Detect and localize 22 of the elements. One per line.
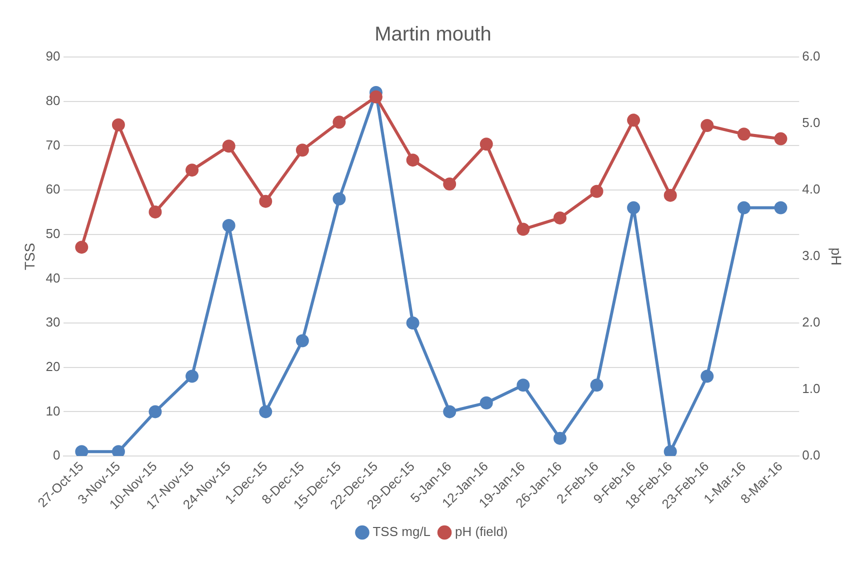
y2-tick-label: 3.0 [802, 248, 820, 264]
legend-label: TSS mg/L [372, 524, 431, 540]
y2-tick-label: 2.0 [802, 314, 820, 330]
y2-axis-title: pH [828, 248, 845, 266]
y2-tick-label: 0.0 [802, 448, 820, 463]
y2-tick-label: 4.0 [802, 182, 820, 197]
y-tick-label: 50 [46, 226, 60, 241]
y2-tick-label: 6.0 [802, 48, 820, 64]
y-tick-label: 60 [46, 182, 60, 197]
y-tick-label: 80 [46, 92, 60, 108]
chart-title: Martin mouth [374, 24, 492, 46]
y-tick-label: 30 [46, 314, 60, 330]
y-tick-label: 20 [46, 358, 60, 374]
y-tick-label: 70 [46, 137, 60, 152]
legend-label: pH (field) [455, 524, 508, 540]
y-axis-title: TSS [21, 242, 38, 270]
y-tick-label: 40 [46, 270, 60, 286]
y2-tick-label: 1.0 [802, 381, 820, 396]
y2-tick-label: 5.0 [802, 115, 820, 130]
y-tick-label: 0 [53, 448, 60, 463]
y-tick-label: 90 [46, 48, 60, 64]
y-tick-label: 10 [46, 403, 60, 418]
